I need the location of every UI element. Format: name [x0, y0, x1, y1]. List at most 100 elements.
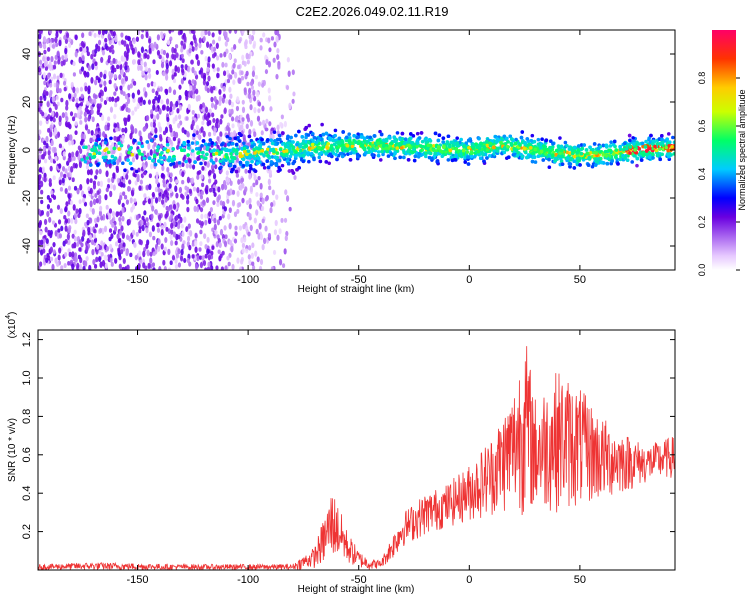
heatmap-cell	[87, 85, 91, 92]
heatmap-cell	[133, 138, 137, 143]
heatmap-cell	[572, 154, 577, 159]
heatmap-cell	[627, 133, 632, 138]
heatmap-cell	[231, 167, 235, 172]
heatmap-cell	[650, 151, 655, 156]
heatmap-cell	[70, 166, 74, 173]
heatmap-cell	[111, 210, 115, 217]
heatmap-cell	[142, 262, 146, 269]
heatmap-cell	[75, 87, 79, 94]
heatmap-cell	[137, 89, 141, 96]
heatmap-cell	[152, 251, 156, 257]
heatmap-cell	[103, 155, 108, 160]
heatmap-cell	[672, 140, 675, 145]
heatmap-cell	[269, 207, 273, 214]
heatmap-cell	[200, 126, 204, 133]
heatmap-cell	[186, 235, 191, 242]
heatmap-cell	[178, 84, 182, 90]
heatmap-cell	[148, 231, 152, 238]
heatmap-cell	[45, 142, 49, 149]
heatmap-cell	[666, 132, 671, 136]
heatmap-cell	[56, 75, 60, 80]
heatmap-cell	[78, 199, 82, 205]
heatmap-cell	[109, 144, 113, 152]
heatmap-cell	[122, 183, 126, 188]
heatmap-cell	[101, 259, 106, 267]
heatmap-cell	[231, 199, 236, 207]
heatmap-cell	[109, 136, 113, 141]
heatmap-cell	[257, 175, 261, 181]
heatmap-cell	[68, 251, 72, 258]
heatmap-cell	[403, 141, 407, 146]
heatmap-cell	[83, 47, 87, 54]
heatmap-cell	[194, 240, 198, 247]
heatmap-cell	[142, 200, 146, 206]
heatmap-cell	[260, 205, 265, 212]
heatmap-cell	[264, 127, 269, 132]
heatmap-cell	[91, 208, 95, 215]
heatmap-cell	[587, 156, 592, 160]
heatmap-cell	[90, 109, 94, 115]
heatmap-cell	[145, 114, 150, 122]
heatmap-cell	[156, 49, 161, 56]
heatmap-cell	[157, 245, 161, 252]
heatmap-cell	[509, 137, 514, 141]
heatmap-cell	[172, 130, 176, 138]
heatmap-cell	[210, 46, 214, 52]
heatmap-cell	[92, 180, 97, 186]
heatmap-cell	[660, 152, 664, 157]
heatmap-cell	[145, 227, 149, 234]
heatmap-cell	[117, 136, 121, 143]
heatmap-cell	[76, 112, 80, 119]
heatmap-cell	[223, 51, 227, 58]
heatmap-cell	[87, 226, 91, 233]
heatmap-cell	[61, 177, 65, 184]
heatmap-cell	[242, 149, 247, 154]
heatmap-cell	[648, 146, 652, 151]
heatmap-cell	[196, 174, 200, 180]
heatmap-cell	[98, 194, 102, 202]
heatmap-cell	[165, 52, 170, 59]
heatmap-cell	[216, 136, 220, 142]
heatmap-cell	[212, 173, 217, 180]
heatmap-cell	[66, 233, 70, 241]
heatmap-cell	[417, 151, 421, 156]
heatmap-cell	[207, 217, 212, 225]
chart-title: C2E2.2026.049.02.11.R19	[296, 4, 449, 19]
heatmap-cell	[166, 206, 171, 212]
heatmap-cell	[109, 106, 114, 113]
heatmap-cell	[68, 152, 72, 159]
heatmap-cell	[293, 175, 297, 180]
heatmap-cell	[151, 225, 155, 232]
heatmap-cell	[174, 65, 178, 72]
heatmap-cell	[233, 211, 238, 218]
heatmap-cell	[269, 148, 273, 152]
heatmap-cell	[80, 133, 84, 140]
heatmap-cell	[167, 267, 172, 270]
heatmap-cell	[74, 50, 78, 58]
heatmap-cell	[324, 131, 329, 136]
heatmap-cell	[352, 133, 356, 138]
heatmap-cell	[210, 141, 215, 145]
heatmap-cell	[184, 64, 188, 71]
heatmap-cell	[242, 141, 246, 146]
heatmap-cell	[169, 172, 173, 178]
heatmap-cell	[203, 142, 208, 146]
heatmap-cell	[177, 248, 181, 255]
heatmap-cell	[154, 101, 159, 107]
heatmap-cell	[86, 169, 91, 176]
heatmap-cell	[553, 158, 558, 163]
heatmap-cell	[181, 127, 185, 134]
heatmap-cell	[158, 126, 163, 133]
heatmap-cell	[222, 85, 226, 92]
heatmap-cell	[255, 209, 259, 216]
heatmap-cell	[75, 97, 79, 104]
heatmap-cell	[67, 157, 71, 163]
heatmap-cell	[365, 135, 370, 140]
heatmap-cell	[53, 146, 57, 154]
heatmap-cell	[248, 213, 252, 218]
heatmap-cell	[217, 186, 221, 193]
heatmap-cell	[421, 144, 425, 149]
heatmap-cell	[47, 145, 51, 151]
heatmap-cell	[270, 141, 275, 146]
heatmap-cell	[174, 114, 178, 122]
